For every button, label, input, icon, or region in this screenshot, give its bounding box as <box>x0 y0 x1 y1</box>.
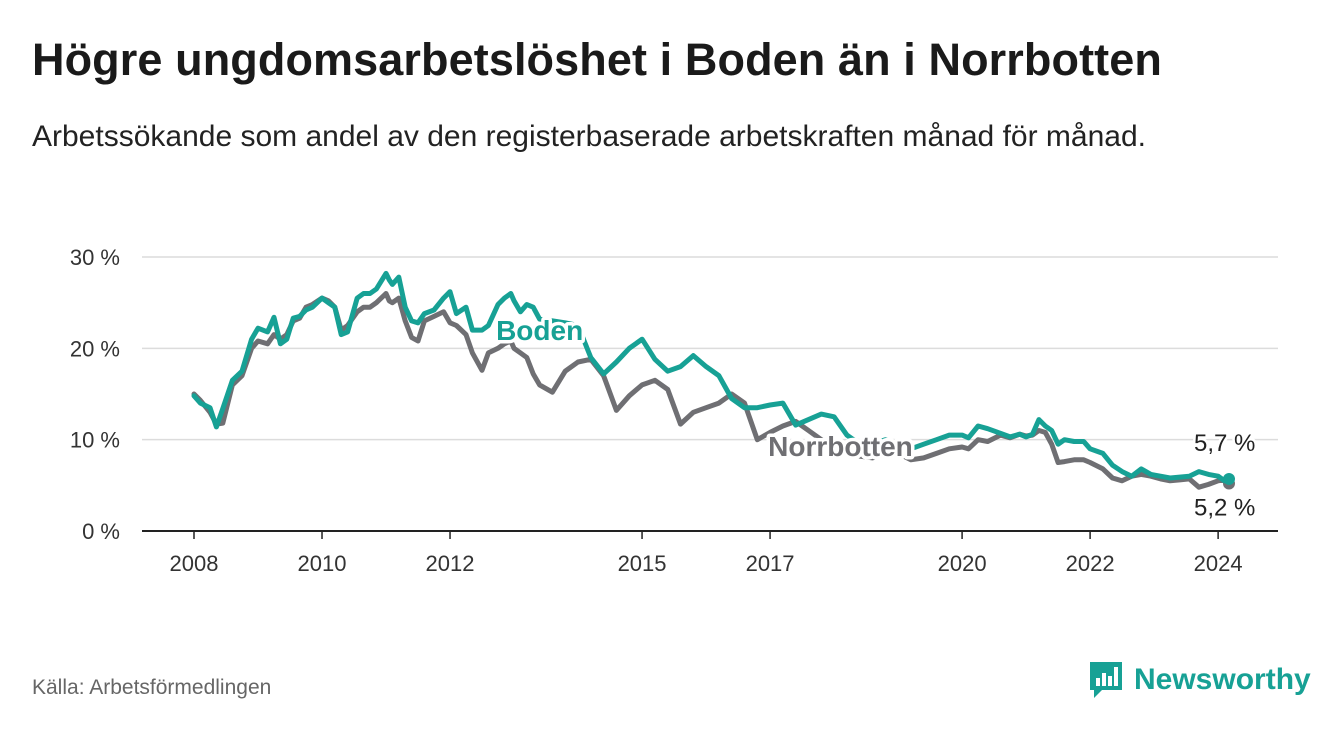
x-tick-label: 2020 <box>938 551 987 576</box>
brand-logo: Newsworthy <box>1088 660 1311 700</box>
series-lines <box>191 270 1235 490</box>
x-tick-label: 2010 <box>298 551 347 576</box>
series-labels: Boden Norrbotten 5,7 % 5,2 % <box>493 312 1258 524</box>
series-label-boden: Boden <box>496 315 583 346</box>
y-tick-label: 0 % <box>82 519 120 544</box>
x-axis-ticks: 2008 2010 2012 2015 2017 2020 2022 2024 <box>170 531 1243 576</box>
y-tick-label: 10 % <box>70 428 120 453</box>
source-note: Källa: Arbetsförmedlingen <box>32 676 272 699</box>
y-axis-ticks: 0 % 10 % 20 % 30 % <box>70 245 120 544</box>
end-value-label-norrbotten: 5,2 % <box>1194 495 1255 522</box>
chart-title: Högre ungdomsarbetslöshet i Boden än i N… <box>32 34 1162 85</box>
chart-subtitle: Arbetssökande som andel av den registerb… <box>32 120 1146 153</box>
x-tick-label: 2022 <box>1066 551 1115 576</box>
series-label-norrbotten: Norrbotten <box>768 431 913 462</box>
x-tick-label: 2024 <box>1194 551 1243 576</box>
y-tick-label: 30 % <box>70 245 120 270</box>
line-chart: 0 % 10 % 20 % 30 % 2008 2010 2012 2015 2017 2020… <box>70 245 1278 576</box>
y-tick-label: 20 % <box>70 336 120 361</box>
x-tick-label: 2012 <box>426 551 475 576</box>
series-end-marker-boden <box>1223 472 1235 485</box>
x-tick-label: 2017 <box>746 551 795 576</box>
newsworthy-logo-icon <box>1090 662 1122 698</box>
x-tick-label: 2015 <box>618 551 667 576</box>
grid-lines <box>142 256 1278 532</box>
brand-name: Newsworthy <box>1134 663 1311 696</box>
series-line-boden <box>191 270 1232 484</box>
end-value-label-boden: 5,7 % <box>1194 430 1255 457</box>
x-tick-label: 2008 <box>170 551 219 576</box>
